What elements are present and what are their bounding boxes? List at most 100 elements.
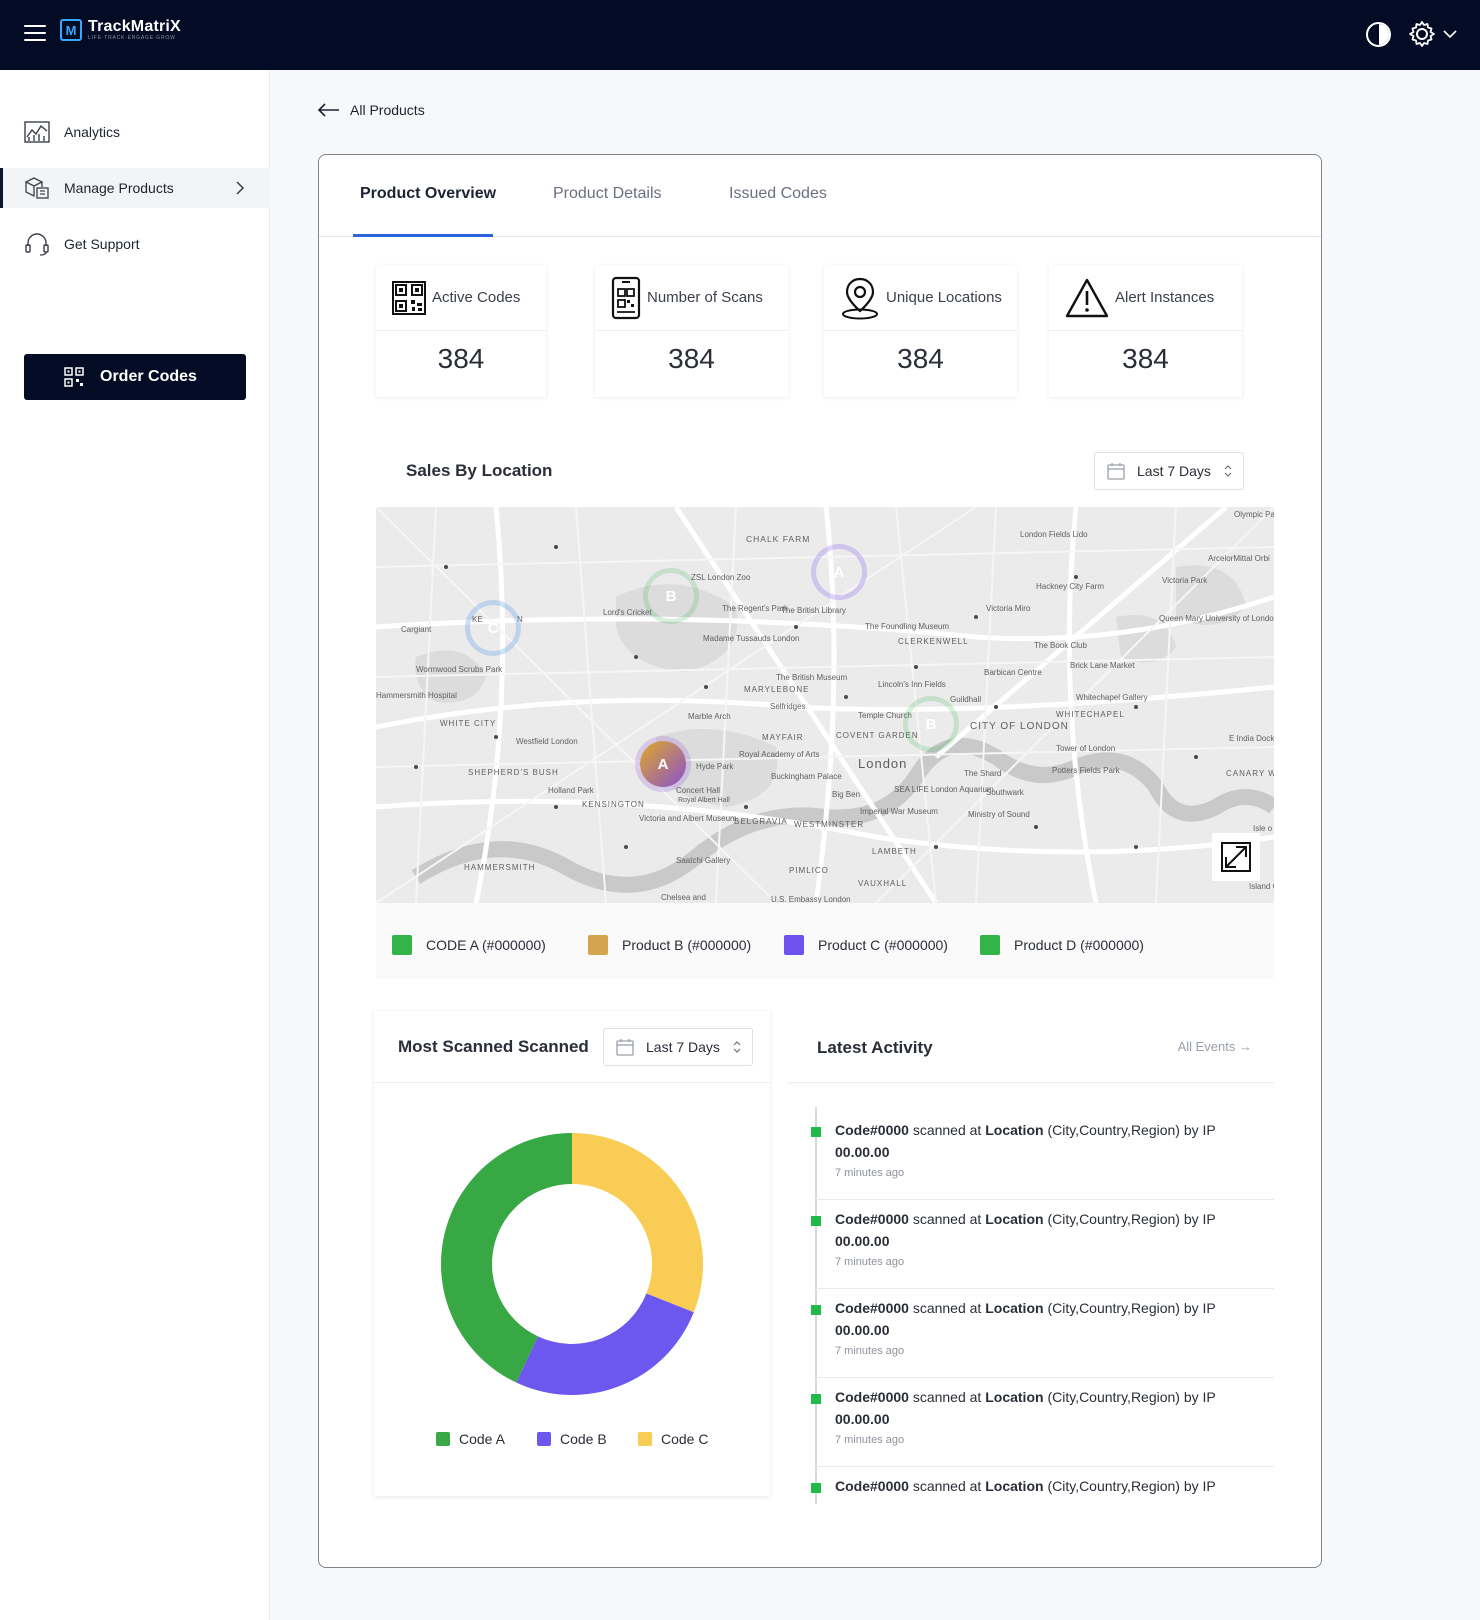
expand-icon [1221,842,1251,872]
top-bar: M TrackMatriX LIFE·TRACK·ENGAGE·GROW [0,0,1480,70]
sidebar-item-manage-products[interactable]: Manage Products [0,168,270,208]
map-label: Barbican Centre [984,668,1042,677]
timeline-dot [811,1216,821,1226]
tab-product-details[interactable]: Product Details [553,185,662,202]
activity-item[interactable]: Code#0000 scanned at Location (City,Coun… [811,1378,1274,1467]
sales-map[interactable]: CHALK FARM ZSL London Zoo The British Li… [376,507,1274,903]
arrow-left-icon [318,103,339,117]
marker-letter: A [833,563,845,581]
all-events-link[interactable]: All Events → [1177,1039,1252,1054]
activity-location: Location [985,1122,1044,1138]
map-marker-a[interactable]: A [816,549,862,595]
sales-range-value: Last 7 Days [1137,463,1211,479]
map-label: Concert Hall [676,786,720,795]
stat-card-active-codes: Active Codes 384 [376,265,546,397]
map-label: HAMMERSMITH [464,863,535,872]
location-pin-icon [842,277,878,319]
sidebar-item-analytics[interactable]: Analytics [0,112,270,152]
map-label: Victoria Park [1162,576,1208,585]
donut-legend-item: Code A [436,1431,505,1447]
legend-label: Product B (#000000) [622,937,752,953]
map-label: VAUXHALL [858,879,907,888]
map-label: The Foundling Museum [865,622,949,631]
activity-location: Location [985,1211,1044,1227]
activity-item[interactable]: Code#0000 scanned at Location (City,Coun… [811,1111,1274,1200]
map-label: KENSINGTON [582,800,645,809]
map-label: Royal Academy of Arts [739,750,819,759]
chevron-down-icon[interactable] [1442,26,1458,42]
activity-ip: 00.00.00 [835,1411,890,1427]
legend-item: Product C (#000000) [784,935,948,955]
map-marker-b[interactable]: B [908,701,954,747]
map-label: The British Museum [776,673,847,682]
logo[interactable]: M TrackMatriX LIFE·TRACK·ENGAGE·GROW [60,18,181,42]
map-marker-a-gradient[interactable]: A [640,741,686,787]
sidebar-item-label: Analytics [64,124,121,140]
map-label: Imperial War Museum [860,807,938,816]
map-label: Isle o [1253,824,1273,833]
sales-range-select[interactable]: Last 7 Days [1094,452,1244,490]
tab-issued-codes[interactable]: Issued Codes [729,185,827,202]
activity-ip: 00.00.00 [835,1322,890,1338]
gear-icon[interactable] [1408,20,1436,48]
activity-item[interactable]: Code#0000 scanned at Location (City,Coun… [811,1289,1274,1378]
legend-item: Product B (#000000) [588,935,751,955]
legend-swatch [980,935,1000,955]
activity-ip: 00.00.00 [835,1144,890,1160]
stat-value: 384 [437,343,485,374]
most-scanned-range-select[interactable]: Last 7 Days [603,1028,753,1066]
map-label: SEA LIFE London Aquarium [894,785,994,794]
sort-arrows-icon [1224,465,1232,477]
map-label: CHALK FARM [746,534,810,544]
activity-text: Code#0000 scanned at Location (City,Coun… [835,1297,1235,1341]
activity-text-part: (City,Country,Region) by IP [1043,1122,1216,1138]
activity-text-part: scanned at [908,1389,986,1405]
sidebar-item-get-support[interactable]: Get Support [0,224,270,264]
hamburger-menu-icon[interactable] [24,24,46,42]
expand-map-button[interactable] [1212,833,1260,881]
donut-slice-code-b[interactable] [516,1293,694,1395]
stat-value: 384 [668,343,715,374]
activity-item[interactable]: Code#0000 scanned at Location (City,Coun… [811,1467,1274,1504]
chevron-right-icon [236,181,245,195]
map-label: Olympic Pa [1234,510,1274,519]
map-label: CANARY WHAR [1226,769,1274,778]
map-label: U.S. Embassy London [771,895,851,903]
map-label: Lincoln's Inn Fields [878,680,946,689]
map-marker-c[interactable]: C [470,605,516,651]
legend-swatch [588,935,608,955]
activity-code: Code#0000 [835,1300,909,1316]
activity-code: Code#0000 [835,1122,909,1138]
map-label: London [858,756,907,771]
theme-toggle-icon[interactable] [1366,22,1391,47]
activity-text-part: scanned at [908,1478,986,1494]
map-label: Saatchi Gallery [676,856,730,865]
stat-card-alert-instances: Alert Instances 384 [1049,265,1242,397]
order-codes-button[interactable]: Order Codes [24,354,246,400]
back-to-all-products-link[interactable]: All Products [318,102,425,118]
analytics-icon [24,121,50,143]
map-marker-b[interactable]: B [648,573,694,619]
map-label: Marble Arch [688,712,731,721]
warning-icon [1065,278,1109,317]
legend-item: CODE A (#000000) [392,935,546,955]
map-label: Temple Church [858,711,912,720]
donut-slice-code-a[interactable] [441,1133,572,1383]
activity-item[interactable]: Code#0000 scanned at Location (City,Coun… [811,1200,1274,1289]
marker-letter: C [487,619,499,637]
donut-legend-item: Code C [638,1431,708,1447]
legend-label: Product C (#000000) [818,937,948,953]
map-label: Hammersmith Hospital [376,691,457,700]
activity-text-part: (City,Country,Region) by IP [1043,1300,1216,1316]
activity-text-part: scanned at [908,1211,986,1227]
tab-product-overview[interactable]: Product Overview [360,185,497,202]
map-label: WESTMINSTER [794,820,864,829]
donut-slice-code-c[interactable] [572,1133,703,1313]
activity-text: Code#0000 scanned at Location (City,Coun… [835,1475,1274,1497]
map-label: Potters Fields Park [1052,766,1121,775]
map-label: BELGRAVIA [734,817,788,826]
legend-swatch [784,935,804,955]
back-link-label: All Products [350,102,425,118]
map-label: WHITE CITY [440,719,496,728]
order-codes-label: Order Codes [100,368,197,385]
